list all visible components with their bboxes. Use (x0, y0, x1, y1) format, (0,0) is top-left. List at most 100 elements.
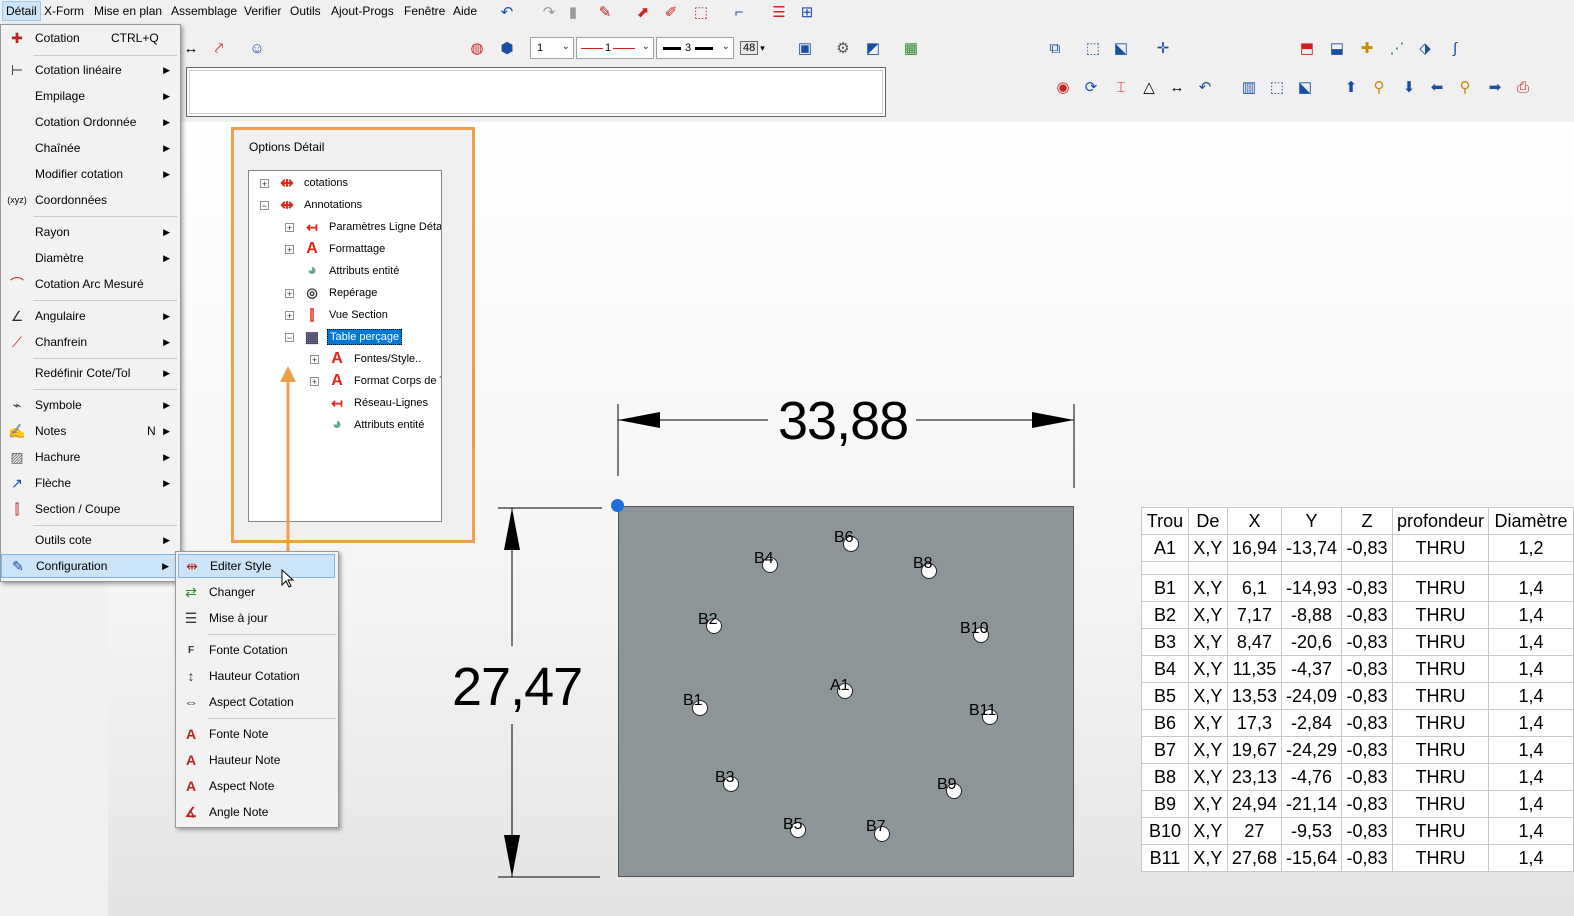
trim-icon[interactable]: ⌐ (734, 3, 744, 21)
layer-settings-icon[interactable]: ⚙ (836, 40, 850, 57)
menu-item-notes[interactable]: ✍ Notes N ▶ (1, 419, 178, 443)
menu-item-chanfrein[interactable]: ⟋ Chanfrein ▶ (1, 330, 178, 354)
hole-b8[interactable] (921, 563, 937, 579)
hole-b3[interactable] (723, 776, 739, 792)
line-number-combo[interactable]: 1 ⌄ (530, 37, 574, 59)
print-icon[interactable]: ⎙ (1516, 78, 1529, 96)
menu-item-symbole[interactable]: ⌁ Symbole ▶ (1, 393, 178, 417)
menu-item-coordonnees[interactable]: (xyz) Coordonnées (1, 188, 178, 212)
hole-table[interactable]: Trou De X Y Z profondeur Diamètre A1 X,Y 1… (1141, 507, 1574, 872)
building-icon[interactable]: ▥ (1241, 79, 1257, 96)
hole-b11[interactable] (982, 709, 998, 725)
undo-view-icon[interactable]: ↶ (1198, 79, 1212, 96)
arrow-left-icon[interactable]: ⬅ (1430, 79, 1444, 96)
frame-icon[interactable]: ⬚ (693, 4, 709, 21)
dimension-width-text[interactable]: 33,88 (778, 391, 909, 451)
line-width-combo[interactable]: 3 ⌄ (656, 37, 734, 59)
horizontal-arrow-icon[interactable]: ↔ (1169, 78, 1185, 96)
tree-node-parametres-ligne[interactable]: + ↤ Paramètres Ligne Détail (249, 217, 441, 237)
hole-b7[interactable] (874, 826, 890, 842)
arrow-up-icon[interactable]: ⬆ (1344, 79, 1358, 96)
cube-icon[interactable]: ⬢ (500, 40, 514, 57)
solid-subtract-icon[interactable]: ⬓ (1329, 40, 1345, 57)
options-tree[interactable]: + ⇹ cotations − ⇹ Annotations + ↤ Paramè… (248, 170, 442, 522)
pen-icon[interactable]: ✎ (598, 4, 612, 21)
rotate-icon[interactable]: ⟳ (1084, 79, 1098, 96)
line-style-combo[interactable]: 1 ⌄ (576, 37, 654, 59)
expand-icon[interactable]: + (285, 244, 294, 255)
expand-icon[interactable]: + (310, 354, 319, 365)
tree-node-fontes-style[interactable]: + A Fontes/Style.. (249, 349, 441, 369)
arrow-right-icon[interactable]: ➡ (1488, 79, 1502, 96)
menu-detail[interactable]: Détail (2, 1, 41, 21)
submenu-item-hauteur-cotation[interactable]: ↕ Hauteur Cotation (176, 664, 336, 688)
dimension-arrow-icon[interactable]: ↔ (183, 39, 199, 57)
prompt-area[interactable] (186, 67, 886, 117)
hole-b2[interactable] (706, 618, 722, 634)
hole-b1[interactable] (692, 700, 708, 716)
expand-icon[interactable]: + (310, 376, 319, 387)
menu-item-diametre[interactable]: Diamètre ▶ (35, 251, 170, 265)
menu-verifier[interactable]: Verifier (244, 4, 282, 18)
tree-node-reperage[interactable]: + ◎ Repérage (249, 283, 441, 303)
menu-outils[interactable]: Outils (290, 4, 321, 18)
tree-node-attributs-entite[interactable]: ◕ Attributs entité (249, 261, 441, 281)
tree-node-format-corps[interactable]: + A Format Corps de T (249, 371, 441, 391)
origin-point[interactable] (611, 499, 624, 512)
mask-icon[interactable]: ☺ (249, 39, 265, 57)
expand-icon[interactable]: + (285, 310, 294, 321)
menu-assemblage[interactable]: Assemblage (171, 4, 238, 18)
tree-node-reseau-lignes[interactable]: ↤ Réseau-Lignes (249, 393, 441, 413)
tree-node-formattage[interactable]: + A Formattage (249, 239, 441, 259)
menu-ajout-progs[interactable]: Ajout-Progs (331, 4, 394, 18)
menu-item-cotation[interactable]: ✚ Cotation CTRL+Q (1, 26, 178, 50)
shade-icon[interactable]: ◍ (470, 40, 484, 57)
extrude-icon[interactable]: ⬗ (1419, 40, 1431, 57)
menu-item-cotation-lineaire[interactable]: ⊢ Cotation linéaire ▶ (1, 58, 178, 82)
node-icon[interactable]: ⋰ (1389, 40, 1405, 57)
menu-item-hachure[interactable]: ▨ Hachure ▶ (1, 445, 178, 469)
tree-node-annotations[interactable]: − ⇹ Annotations (249, 195, 441, 215)
point-icon[interactable]: ✚ (1360, 40, 1374, 57)
measure-icon[interactable]: ⌶ (1116, 78, 1126, 96)
tree-node-attributs-entite-2[interactable]: ◕ Attributs entité (249, 415, 441, 435)
redo-icon[interactable]: ↷ (542, 4, 556, 21)
menu-mise-en-plan[interactable]: Mise en plan (94, 4, 163, 18)
zoom-out-icon[interactable]: ⚲ (1459, 79, 1471, 96)
hole-b5[interactable] (790, 822, 806, 838)
submenu-item-mise-a-jour[interactable]: ☰ Mise à jour (176, 606, 336, 630)
menu-item-modifier-cotation[interactable]: Modifier cotation ▶ (35, 167, 170, 181)
menu-item-outils-cote[interactable]: Outils cote ▶ (35, 533, 170, 547)
menu-fenetre[interactable]: Fenêtre (404, 4, 446, 18)
triangle-icon[interactable]: △ (1143, 79, 1155, 96)
menu-item-section-coupe[interactable]: ⫿ Section / Coupe (1, 497, 178, 521)
solid-add-icon[interactable]: ⬒ (1299, 40, 1315, 57)
plane-view-icon[interactable]: ⬕ (1113, 40, 1129, 57)
submenu-item-fonte-note[interactable]: A Fonte Note (176, 722, 336, 746)
hole-a1[interactable] (837, 683, 853, 699)
submenu-item-angle-note[interactable]: ∡ Angle Note (176, 800, 336, 824)
paint-bucket-icon[interactable]: ◩ (865, 40, 881, 57)
menu-item-empilage[interactable]: Empilage ▶ (35, 89, 170, 103)
menu-item-cotation-arc[interactable]: ⌒ Cotation Arc Mesuré (1, 272, 178, 296)
select-icon[interactable]: ⬈ (636, 4, 650, 21)
menu-item-angulaire[interactable]: ∠ Angulaire ▶ (1, 304, 178, 328)
render-icon[interactable]: ▦ (903, 40, 919, 57)
wire-cube-icon[interactable]: ⬚ (1269, 79, 1285, 96)
hole-b4[interactable] (762, 557, 778, 573)
grid-icon[interactable]: ⊞ (800, 4, 814, 21)
edit-icon[interactable]: ✐ (664, 4, 678, 21)
menu-aide[interactable]: Aide (453, 4, 478, 18)
expand-icon[interactable]: + (285, 222, 294, 233)
menu-item-configuration[interactable]: ✎ Configuration ▶ (1, 554, 178, 578)
size-combo[interactable]: 48 ▾ (738, 37, 774, 59)
collapse-icon[interactable]: − (285, 332, 294, 343)
color-palette-icon[interactable]: ▣ (797, 40, 813, 57)
expand-icon[interactable]: + (285, 288, 294, 299)
section-view-icon[interactable]: ⬕ (1297, 79, 1313, 96)
submenu-item-fonte-cotation[interactable]: F Fonte Cotation (176, 638, 336, 662)
arrow-down-icon[interactable]: ⬇ (1402, 79, 1416, 96)
layers-icon[interactable]: ☰ (772, 4, 786, 21)
view-window-icon[interactable]: ⧉ (1049, 39, 1061, 57)
menu-item-redefinir[interactable]: Redéfinir Cote/Tol ▶ (35, 366, 170, 380)
